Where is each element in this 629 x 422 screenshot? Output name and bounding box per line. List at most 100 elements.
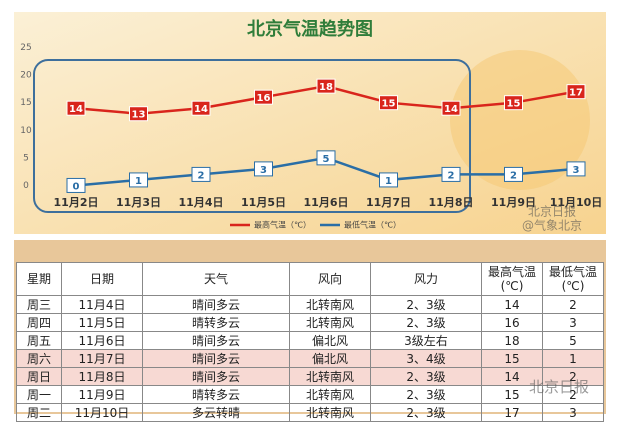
table-cell: 3、4级 xyxy=(370,349,482,368)
data-label-box xyxy=(254,161,273,177)
table-row: 周二 11月10日 多云转晴 北转南风 2、3级 17 3 xyxy=(16,403,604,422)
table-cell: 15 xyxy=(481,349,543,368)
table-cell: 2 xyxy=(542,367,604,386)
data-label-box xyxy=(504,95,523,111)
data-label-box xyxy=(191,100,211,116)
table-cell: 2、3级 xyxy=(370,385,482,404)
table-cell: 16 xyxy=(481,313,543,332)
data-label: 0 xyxy=(73,181,80,192)
table-row: 周日 11月8日 晴间多云 北转南风 2、3级 14 2 xyxy=(16,367,604,386)
table-row: 周六 11月7日 晴间多云 偏北风 3、4级 15 1 xyxy=(16,349,604,368)
data-label-box xyxy=(316,150,336,166)
y-tick-label: 5 xyxy=(23,153,29,163)
table-cell: 晴间多云 xyxy=(142,349,290,368)
table-cell: 11月8日 xyxy=(61,367,143,386)
x-tick-label: 11月2日 xyxy=(54,196,99,209)
data-label: 14 xyxy=(69,104,83,115)
data-label: 2 xyxy=(448,170,455,181)
table-cell: 2、3级 xyxy=(370,367,482,386)
table-cell: 1 xyxy=(542,349,604,368)
data-label: 3 xyxy=(573,165,580,176)
table-cell: 周六 xyxy=(16,349,62,368)
data-label: 18 xyxy=(319,82,333,93)
data-label: 1 xyxy=(135,176,142,187)
data-label-box xyxy=(66,100,86,116)
table-header: 星期 日期 天气 风向 风力 最高气温(℃) 最低气温(℃) xyxy=(16,262,604,296)
data-label-box xyxy=(379,95,398,111)
watermark: 北京日报 xyxy=(528,204,576,219)
chart-title: 北京气温趋势图 xyxy=(247,18,373,40)
header-cell: 天气 xyxy=(142,262,290,296)
table-cell: 周四 xyxy=(16,313,62,332)
data-label-box xyxy=(566,84,586,100)
table-cell: 周五 xyxy=(16,331,62,350)
data-label: 13 xyxy=(132,110,146,121)
table-cell: 晴间多云 xyxy=(142,331,290,350)
data-label: 14 xyxy=(444,104,458,115)
table-cell: 偏北风 xyxy=(289,331,371,350)
table-cell: 北转南风 xyxy=(289,313,371,332)
y-tick-label: 0 xyxy=(23,181,29,191)
table-cell: 15 xyxy=(481,385,543,404)
x-tick-label: 11月6日 xyxy=(304,196,349,209)
data-label-box xyxy=(129,172,148,188)
header-cell: 最高气温(℃) xyxy=(481,262,543,296)
table-cell: 北转南风 xyxy=(289,295,371,314)
data-label-box xyxy=(504,166,523,182)
table-cell: 周三 xyxy=(16,295,62,314)
table-cell: 偏北风 xyxy=(289,349,371,368)
data-label-box xyxy=(129,106,148,122)
table-cell: 3 xyxy=(542,313,604,332)
table-cell: 3级左右 xyxy=(370,331,482,350)
data-label-box xyxy=(254,89,273,105)
table-cell: 11月9日 xyxy=(61,385,143,404)
y-tick-label: 25 xyxy=(20,43,31,53)
table-row: 周一 11月9日 晴转多云 北转南风 2、3级 15 2 xyxy=(16,385,604,404)
x-tick-label: 11月10日 xyxy=(550,196,603,209)
table-cell: 2、3级 xyxy=(370,295,482,314)
x-tick-label: 11月9日 xyxy=(491,196,536,209)
table-row: 周五 11月6日 晴间多云 偏北风 3级左右 18 5 xyxy=(16,331,604,350)
table-cell: 北转南风 xyxy=(289,385,371,404)
table-cell: 2、3级 xyxy=(370,313,482,332)
data-label-box xyxy=(191,166,211,182)
header-cell: 日期 xyxy=(61,262,143,296)
data-label: 16 xyxy=(257,93,271,104)
data-label: 15 xyxy=(507,99,521,110)
legend-label: 最高气温（℃） xyxy=(254,220,311,230)
table-cell: 14 xyxy=(481,295,543,314)
x-tick-label: 11月8日 xyxy=(429,196,474,209)
y-tick-label: 15 xyxy=(20,98,31,108)
data-label: 14 xyxy=(194,104,208,115)
data-label-box xyxy=(379,172,398,188)
table-cell: 3 xyxy=(542,403,604,422)
header-cell: 风向 xyxy=(289,262,371,296)
table-cell: 11月4日 xyxy=(61,295,143,314)
data-label-box xyxy=(441,166,461,182)
table-cell: 11月5日 xyxy=(61,313,143,332)
table-cell: 晴间多云 xyxy=(142,367,290,386)
table: 星期 日期 天气 风向 风力 最高气温(℃) 最低气温(℃) 周三 11月4日 晴间多云 北转南风 2… xyxy=(16,262,604,422)
data-label-box xyxy=(441,100,461,116)
data-label: 5 xyxy=(323,154,330,165)
header-cell: 星期 xyxy=(16,262,62,296)
data-label: 2 xyxy=(510,170,517,181)
table-cell: 晴转多云 xyxy=(142,385,290,404)
table-cell: 11月7日 xyxy=(61,349,143,368)
data-label-box xyxy=(66,177,86,193)
data-label: 17 xyxy=(569,88,583,99)
table-cell: 多云转晴 xyxy=(142,403,290,422)
x-tick-label: 11月4日 xyxy=(179,196,224,209)
table-row: 周四 11月5日 晴转多云 北转南风 2、3级 16 3 xyxy=(16,313,604,332)
table-cell: 14 xyxy=(481,367,543,386)
data-label: 3 xyxy=(260,165,267,176)
watermark: @气象北京 xyxy=(522,218,582,233)
data-label: 2 xyxy=(198,170,205,181)
table-row: 周三 11月4日 晴间多云 北转南风 2、3级 14 2 xyxy=(16,295,604,314)
header-cell: 最低气温(℃) xyxy=(542,262,604,296)
table-cell: 北转南风 xyxy=(289,367,371,386)
x-tick-label: 11月7日 xyxy=(366,196,411,209)
table-cell: 晴间多云 xyxy=(142,295,290,314)
